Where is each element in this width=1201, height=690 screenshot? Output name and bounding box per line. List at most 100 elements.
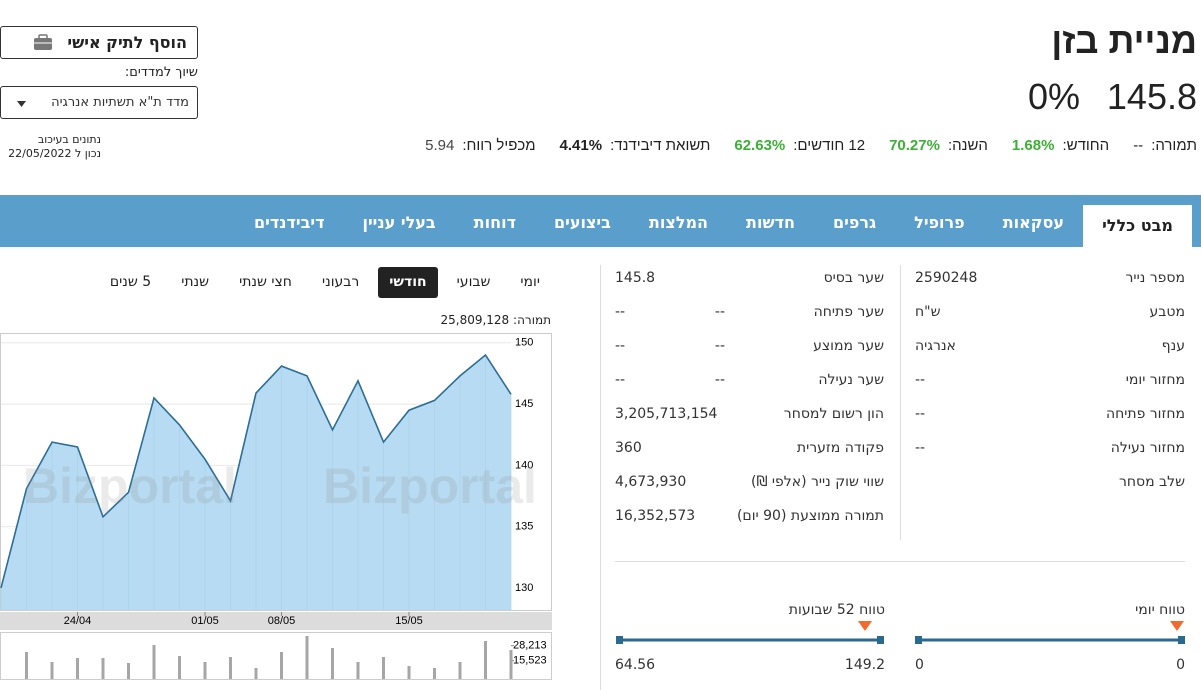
- volume-tick-label: 28,213: [513, 640, 547, 652]
- volume-bar: [152, 644, 156, 679]
- volume-value: 25,809,128: [440, 313, 510, 327]
- price-chart: 130 135 140 145 150 Bizportal Bizportal 24/04 01…: [0, 333, 552, 680]
- volume-bar: [305, 635, 309, 679]
- range-low: 0: [915, 657, 924, 673]
- tab[interactable]: ביצועים: [553, 213, 611, 232]
- volume-bar: [203, 661, 207, 679]
- tab[interactable]: דיבידנדים: [253, 213, 325, 232]
- index-select[interactable]: מדד ת"א תשתיות אנרגיה: [0, 86, 198, 119]
- tab[interactable]: פרופיל: [914, 213, 965, 232]
- info-label: שער פתיחה: [813, 304, 884, 320]
- select-text: מדד ת"א תשתיות אנרגיה: [51, 95, 189, 110]
- volume-bar: [382, 656, 385, 679]
- tab[interactable]: עסקאות: [1002, 213, 1065, 232]
- tabs: מבט כללי עסקאות פרופיל גרפים חדשות המלצות ביצו…: [235, 205, 1192, 247]
- info-value: 2590248: [915, 270, 978, 286]
- briefcase-icon: [34, 34, 52, 50]
- x-tick-label: 08/05: [268, 615, 296, 627]
- range-high: 0: [1176, 657, 1185, 673]
- range-pointer: [1170, 621, 1184, 631]
- volume-bar: [407, 665, 411, 679]
- tab[interactable]: חדשות: [746, 213, 795, 232]
- add-portfolio-button[interactable]: הוסף לתיק אישי: [0, 26, 198, 59]
- x-axis-band: [0, 612, 552, 630]
- info-value: --: [615, 304, 626, 320]
- info-label: שער בסיס: [823, 270, 884, 286]
- period-button[interactable]: חודשי: [378, 267, 438, 298]
- caret: [17, 101, 26, 107]
- period-buttons: יומי שבועי חודשי רבעוני חצי שנתי שנתי 5 שנים: [99, 267, 551, 298]
- x-tick-label: 24/04: [64, 615, 92, 627]
- stat-value: 62.63%: [734, 137, 786, 154]
- info-label: מטבע: [1149, 304, 1185, 320]
- y-tick-label: 130: [515, 582, 533, 594]
- tab[interactable]: המלצות: [648, 213, 709, 232]
- index-label: שיוך למדדים:: [124, 65, 198, 80]
- period-button[interactable]: חצי שנתי: [239, 274, 292, 290]
- info-label: מחזור פתיחה: [1105, 406, 1185, 422]
- date-note: נכון ל 22/05/2022: [8, 147, 101, 160]
- info-value: 4,673,930: [615, 474, 687, 490]
- info-value: 360: [615, 440, 642, 456]
- y-tick-label: 145: [515, 398, 533, 410]
- price: 145.8: [1106, 76, 1197, 117]
- tab[interactable]: דוחות: [473, 213, 516, 232]
- info-value: אנרגיה: [915, 338, 956, 354]
- stats-row: תמורה: -- החודש: 1.68% השנה: 70.27% 12 חודשים:…: [425, 137, 1197, 154]
- volume-bar: [254, 667, 258, 679]
- range-high: 149.2: [844, 657, 885, 673]
- period-button[interactable]: 5 שנים: [109, 274, 152, 290]
- tab[interactable]: גרפים: [832, 213, 877, 232]
- info-label: שלב מסחר: [1118, 474, 1185, 490]
- volume-bar: [229, 656, 232, 679]
- stat-value: 4.41%: [559, 137, 603, 154]
- button-text: הוסף לתיק אישי: [67, 33, 187, 52]
- info-value: 145.8: [615, 270, 656, 286]
- volume-bar: [433, 667, 436, 679]
- tab-bar: מבט כללי עסקאות פרופיל גרפים חדשות המלצות ביצו…: [0, 195, 1201, 247]
- stat-value: 70.27%: [889, 137, 940, 154]
- stat: תשואת דיבידנד: 4.41%: [560, 137, 711, 154]
- stat-label: השנה:: [947, 137, 988, 154]
- info-label: שער ממוצע: [813, 338, 884, 354]
- info-change: --: [714, 304, 725, 320]
- range-end: [915, 636, 922, 644]
- info-label: פקודה מזערית: [796, 440, 884, 456]
- stat-label: החודש:: [1062, 137, 1110, 154]
- volume-label: תמורה:: [513, 313, 551, 327]
- range-end: [1178, 636, 1185, 644]
- volume-bar: [484, 640, 487, 679]
- volume-tick-label: 15,523: [513, 655, 547, 667]
- volume-bar: [101, 657, 105, 679]
- stat-label: מכפיל רווח:: [462, 137, 536, 154]
- delay-note: נתונים בעיכוב: [37, 133, 101, 146]
- volume-bar: [458, 661, 462, 679]
- tab[interactable]: מבט כללי: [1083, 205, 1192, 247]
- tab[interactable]: בעלי עניין: [362, 213, 436, 232]
- info-value: 3,205,713,154: [615, 406, 718, 422]
- period-button[interactable]: שנתי: [181, 274, 210, 290]
- stat: תמורה: --: [1133, 137, 1197, 154]
- period-button[interactable]: יומי: [520, 274, 540, 290]
- info-change: --: [714, 338, 725, 354]
- watermark: Bizportal: [323, 458, 537, 514]
- stat: מכפיל רווח: 5.94: [425, 137, 535, 154]
- stat-label: תשואת דיבידנד:: [610, 137, 711, 154]
- period-button[interactable]: שבועי: [456, 274, 491, 290]
- watermark: Bizportal: [23, 458, 237, 514]
- volume-bar: [280, 651, 283, 679]
- separator: [900, 265, 901, 540]
- y-tick-label: 135: [515, 521, 533, 533]
- price-change: 0%: [1027, 76, 1080, 117]
- period-button[interactable]: רבעוני: [321, 274, 360, 290]
- range-end: [877, 636, 884, 644]
- volume-bar: [331, 647, 334, 679]
- info-value: --: [915, 406, 926, 422]
- volume-bar: [127, 662, 130, 679]
- range-end: [616, 636, 623, 644]
- y-tick-label: 140: [515, 459, 533, 471]
- stat-value: --: [1133, 137, 1144, 154]
- volume-bar: [356, 661, 360, 679]
- stat-label: תמורה:: [1151, 137, 1197, 154]
